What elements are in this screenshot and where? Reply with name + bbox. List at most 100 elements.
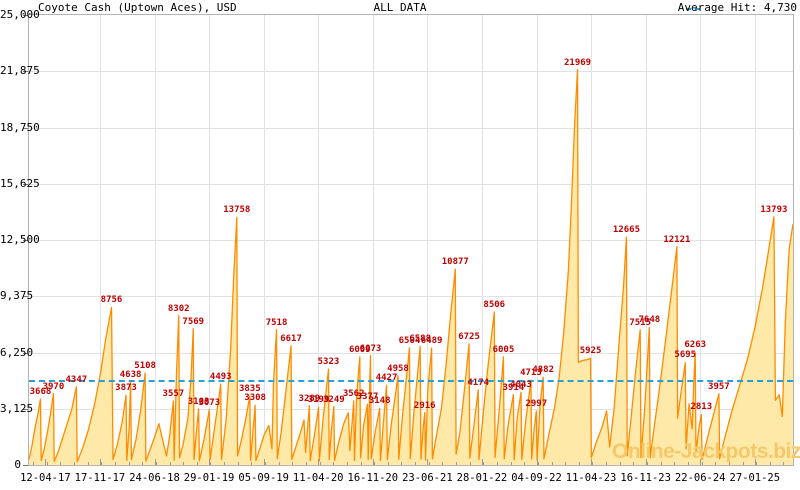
data-point-label: 8756 — [100, 295, 123, 306]
x-axis-tick-label: 24-06-18 — [129, 472, 180, 484]
plot-area — [28, 14, 794, 466]
x-axis-minor-tick — [783, 462, 785, 465]
x-axis-minor-tick — [360, 462, 362, 465]
x-axis-tick-mark — [318, 459, 320, 465]
x-axis-minor-tick — [60, 462, 62, 465]
data-point-label: 7569 — [182, 316, 205, 327]
x-axis-tick-label: 16-11-20 — [347, 472, 399, 484]
data-point-label: 3289 — [298, 393, 321, 404]
data-point-label: 7648 — [638, 315, 661, 326]
y-axis-tick-label: 21,875 — [0, 64, 40, 78]
series-line — [29, 68, 793, 463]
x-axis-tick-mark — [99, 459, 101, 465]
data-point-label: 3308 — [244, 393, 266, 404]
data-point-label: 5323 — [317, 357, 340, 368]
average-legend-dash-icon — [686, 8, 700, 10]
x-axis-minor-tick — [469, 462, 471, 465]
gridline-horizontal — [29, 71, 793, 73]
data-point-label: 4043 — [510, 380, 532, 391]
gridline-vertical — [591, 15, 593, 465]
gridline-vertical — [372, 15, 374, 465]
data-point-label: 6009 — [348, 344, 371, 355]
x-axis-tick-mark — [481, 459, 483, 465]
data-point-label: 5925 — [579, 346, 602, 357]
x-axis-minor-tick — [333, 462, 335, 465]
x-axis-minor-tick — [46, 462, 48, 465]
x-axis-minor-tick — [537, 462, 539, 465]
y-axis-tick-mark — [23, 408, 28, 410]
x-axis-minor-tick — [401, 462, 403, 465]
x-axis-minor-tick — [114, 462, 116, 465]
y-axis-tick-label: 3,125 — [0, 401, 34, 415]
x-axis-tick-label: 11-04-23 — [565, 472, 617, 484]
data-point-label: 5108 — [134, 361, 156, 372]
gridline-vertical — [154, 15, 156, 465]
x-axis-tick-label: 27-01-25 — [729, 472, 781, 484]
gridline-vertical — [318, 15, 320, 465]
x-axis-minor-tick — [606, 462, 608, 465]
x-axis-minor-tick — [87, 462, 89, 465]
y-axis-tick-mark — [23, 127, 28, 129]
y-axis-tick-label: 25,000 — [0, 8, 40, 21]
data-point-label: 3249 — [322, 394, 345, 405]
x-axis-tick-mark — [645, 459, 647, 465]
gridline-horizontal — [29, 240, 793, 241]
x-axis-minor-tick — [565, 462, 567, 465]
data-point-label: 4958 — [387, 363, 409, 374]
x-axis-minor-tick — [619, 462, 621, 465]
x-axis-minor-tick — [728, 462, 730, 465]
data-point-label: 21969 — [564, 57, 592, 68]
data-point-label: 8302 — [167, 303, 190, 314]
x-axis-tick-label: 29-01-19 — [183, 472, 235, 484]
x-axis-minor-tick — [155, 462, 157, 465]
y-axis-tick-mark — [23, 240, 28, 241]
x-axis-minor-tick — [346, 462, 348, 465]
x-axis-tick-label: 05-09-19 — [238, 472, 289, 484]
data-point-label: 12665 — [612, 225, 640, 236]
data-point-label: 4638 — [119, 369, 142, 380]
x-axis-tick-mark — [536, 459, 538, 465]
gridline-horizontal — [29, 127, 793, 129]
x-axis-minor-tick — [769, 462, 771, 465]
x-axis-minor-tick — [251, 462, 253, 465]
x-axis-tick-mark — [372, 459, 374, 465]
x-axis-tick-label: 16-11-23 — [620, 472, 671, 484]
data-point-label: 3957 — [708, 381, 730, 392]
y-axis-tick-mark — [23, 15, 28, 16]
x-axis-minor-tick — [756, 462, 758, 465]
data-point-label: 3668 — [29, 386, 52, 397]
data-point-label: 4713 — [520, 368, 542, 379]
x-axis-minor-tick — [224, 462, 226, 465]
data-point-label: 3835 — [238, 383, 261, 394]
data-point-label: 6263 — [684, 340, 707, 351]
x-axis-minor-tick — [265, 462, 267, 465]
chart-title: Coyote Cash (Uptown Aces), USD — [38, 1, 237, 14]
data-point-label: 6617 — [280, 333, 302, 344]
x-axis-minor-tick — [674, 462, 676, 465]
gridline-vertical — [427, 15, 429, 465]
gridline-vertical — [700, 15, 702, 465]
x-axis-minor-tick — [551, 462, 553, 465]
data-point-label: 6725 — [458, 331, 480, 342]
data-point-label: 6073 — [359, 343, 382, 354]
gridline-vertical — [536, 15, 538, 465]
x-axis-tick-mark — [45, 459, 47, 465]
site-watermark: Online-Jackpots.biz — [612, 440, 800, 463]
x-axis-minor-tick — [128, 462, 130, 465]
y-axis-tick-mark — [23, 296, 28, 298]
data-point-label: 12121 — [663, 234, 691, 245]
x-axis-minor-tick — [387, 462, 389, 465]
x-axis-minor-tick — [196, 462, 198, 465]
x-axis-minor-tick — [142, 462, 144, 465]
gridline-vertical — [645, 15, 647, 465]
x-axis-tick-label: 11-04-20 — [292, 472, 344, 484]
y-axis-tick-mark — [23, 465, 28, 466]
data-point-label: 3562 — [342, 388, 365, 399]
gridline-vertical — [209, 15, 211, 465]
x-axis-minor-tick — [183, 462, 185, 465]
data-point-label: 6489 — [420, 336, 443, 347]
x-axis-minor-tick — [633, 462, 635, 465]
data-point-label: 3148 — [368, 396, 391, 407]
data-point-label: 2916 — [413, 400, 436, 411]
x-axis-minor-tick — [660, 462, 662, 465]
